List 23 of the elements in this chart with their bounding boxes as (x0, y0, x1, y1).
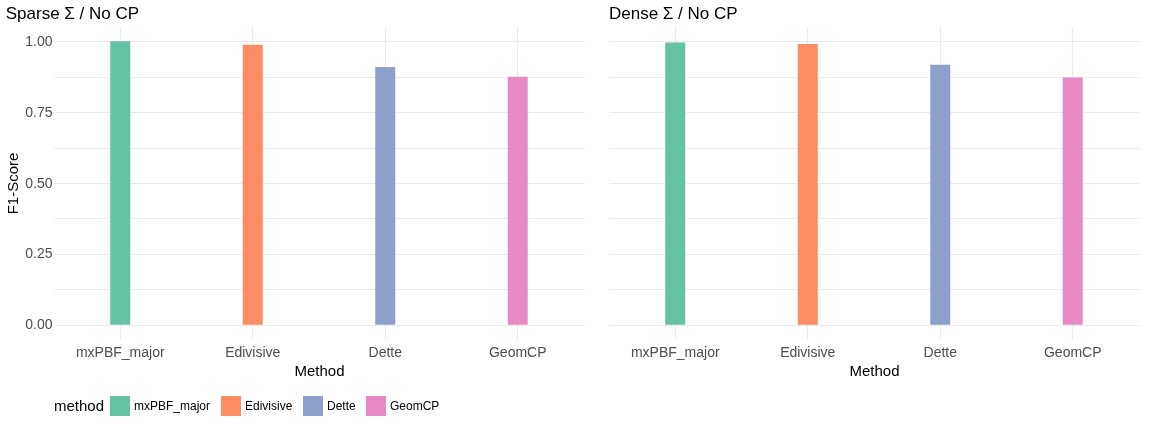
x-tick-label: Edivisive (780, 343, 836, 360)
x-axis-title: Method (849, 361, 900, 379)
x-tick-label: Dette (368, 343, 403, 360)
x-tick-label: Edivisive (225, 343, 281, 360)
x-tick-label: mxPBF_major (630, 343, 720, 360)
x-axis-title: Method (294, 361, 345, 379)
x-tick-label: mxPBF_major (75, 343, 165, 360)
y-tick-label: 1.00 (25, 32, 53, 49)
chart-title: Sparse Σ / No CP (5, 4, 140, 23)
legend-label: Dette (327, 399, 357, 413)
x-tick-label: GeomCP (488, 343, 547, 360)
legend-title: method (54, 397, 105, 414)
x-tick-label: GeomCP (1043, 343, 1102, 360)
y-axis-title: F1-Score (4, 152, 22, 215)
y-tick-label: 0.50 (25, 174, 53, 191)
chart-title: Dense Σ / No CP (609, 4, 738, 23)
legend-label: GeomCP (390, 399, 440, 413)
legend-label: mxPBF_major (134, 399, 211, 413)
legend-label: Edivisive (245, 399, 293, 413)
x-tick-label: Dette (923, 343, 958, 360)
y-tick-label: 0.25 (25, 245, 53, 262)
y-tick-label: 0.75 (25, 103, 53, 120)
y-tick-label: 0.00 (25, 316, 53, 333)
